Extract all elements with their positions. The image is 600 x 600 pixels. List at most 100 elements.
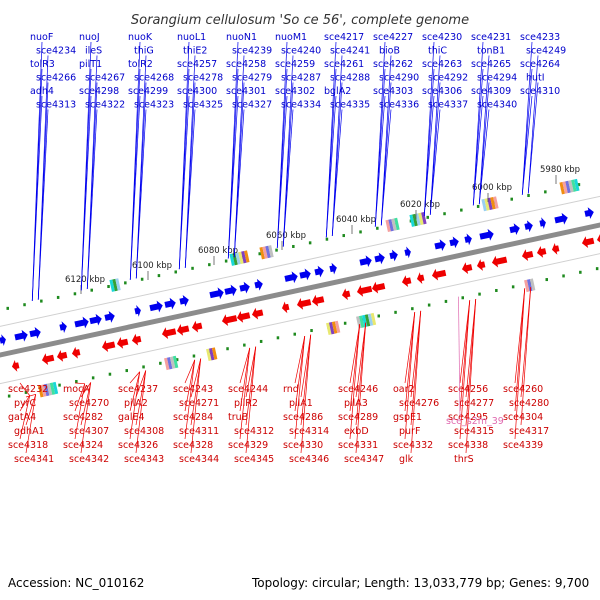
gene-label-sce4249: sce4249 bbox=[526, 46, 566, 57]
gene-label-sce4266: sce4266 bbox=[36, 73, 76, 84]
minor-tick bbox=[377, 314, 380, 318]
reverse-gene-arrow-shape bbox=[101, 340, 116, 353]
gene-label-sce4241: sce4241 bbox=[330, 46, 370, 57]
reverse-gene-arrow-shape bbox=[356, 285, 373, 297]
minor-tick bbox=[124, 281, 127, 285]
leader-line bbox=[19, 382, 31, 396]
gene-label-sce4331: sce4331 bbox=[338, 440, 378, 451]
minor-tick bbox=[259, 339, 263, 343]
minor-tick bbox=[308, 241, 312, 245]
band-edge-top bbox=[0, 195, 600, 327]
kbp-tick-label: 6080 kbp bbox=[198, 246, 238, 256]
annotation-block bbox=[481, 196, 499, 212]
annotation-block-cell bbox=[38, 385, 44, 398]
leader-line bbox=[478, 55, 490, 205]
gene-label-sce4337: sce4337 bbox=[428, 100, 468, 111]
gene-label-thiE2: thiE2 bbox=[183, 46, 207, 57]
annotation-block-cell bbox=[418, 212, 424, 225]
gene-label-sce4288: sce4288 bbox=[330, 73, 370, 84]
leader-line bbox=[245, 346, 257, 398]
forward-gene-arrow-shape bbox=[374, 252, 385, 265]
gene-label-sce4323: sce4323 bbox=[134, 100, 174, 111]
gene-label-sce4276: sce4276 bbox=[399, 398, 439, 409]
kbp-tick-label: 6100 kbp bbox=[132, 261, 172, 271]
leader-line bbox=[514, 288, 526, 384]
gene-label-bioB: bioB bbox=[379, 46, 400, 57]
minor-tick bbox=[343, 321, 347, 325]
band-edge-bottom bbox=[0, 253, 600, 385]
gene-label-sce4230: sce4230 bbox=[422, 32, 462, 43]
gene-label-sce4344: sce4344 bbox=[179, 454, 219, 465]
annotation-block-cell bbox=[421, 211, 427, 225]
annotation-block-cell bbox=[328, 321, 335, 335]
leader-line bbox=[380, 109, 392, 226]
forward-gene-arrow bbox=[329, 262, 337, 275]
annotation-block-cell bbox=[562, 181, 568, 194]
forward-gene-arrow-shape bbox=[464, 233, 472, 246]
gene-label-thrS: thrS bbox=[454, 454, 474, 465]
leader-line bbox=[74, 382, 85, 385]
gene-label-sce4239: sce4239 bbox=[232, 46, 272, 57]
annotation-block-cell bbox=[364, 314, 371, 327]
forward-gene-arrow bbox=[284, 271, 298, 284]
forward-gene-arrow-shape bbox=[74, 316, 89, 329]
leader-line bbox=[184, 359, 196, 412]
gene-label-oar2: oar2 bbox=[393, 384, 415, 395]
annotation-block-cell bbox=[361, 314, 368, 328]
gene-label-tolR2: tolR2 bbox=[128, 59, 153, 70]
gene-label-sce4327: sce4327 bbox=[232, 100, 272, 111]
forward-gene-arrow bbox=[89, 313, 102, 326]
leader-line bbox=[86, 109, 98, 290]
leader-line bbox=[135, 370, 147, 398]
reverse-gene-arrow-shape bbox=[461, 262, 473, 275]
reverse-gene-arrow bbox=[281, 301, 290, 314]
annotation-block-cell bbox=[367, 313, 374, 326]
gene-label-sce4234: sce4234 bbox=[36, 46, 76, 57]
leader-line bbox=[129, 371, 141, 440]
gene-label-sce4260: sce4260 bbox=[503, 384, 543, 395]
minor-tick bbox=[23, 303, 26, 307]
annotation-block-cell bbox=[265, 245, 271, 259]
leader-line bbox=[294, 335, 306, 412]
leader-line bbox=[349, 324, 361, 440]
leader-line bbox=[25, 394, 37, 454]
leader-line bbox=[74, 383, 86, 412]
gene-label-sce4338: sce4338 bbox=[448, 440, 488, 451]
annotation-block-cell bbox=[115, 278, 121, 291]
reverse-gene-arrow-shape bbox=[281, 301, 290, 314]
annotation-block-cell bbox=[211, 347, 218, 360]
gene-label-sce4240: sce4240 bbox=[281, 46, 321, 57]
minor-tick bbox=[125, 369, 128, 373]
reverse-gene-arrow bbox=[131, 333, 142, 346]
gene-label-sce4261: sce4261 bbox=[324, 59, 364, 70]
leader-line bbox=[190, 358, 202, 426]
annotation-block-cell bbox=[524, 279, 530, 293]
gene-label-sce4324: sce4324 bbox=[63, 440, 103, 451]
gene-label-adh4: adh4 bbox=[30, 86, 54, 97]
annotation-block-cell bbox=[568, 180, 574, 193]
gene-label-sce4259: sce4259 bbox=[275, 59, 315, 70]
minor-tick bbox=[461, 296, 464, 300]
leader-line bbox=[239, 347, 251, 440]
gene-label-sce4310: sce4310 bbox=[520, 86, 560, 97]
reverse-gene-arrow-shape bbox=[521, 249, 534, 262]
leader-line bbox=[184, 109, 196, 268]
leader-line bbox=[458, 296, 461, 417]
gene-label-sce4232: sce4232 bbox=[8, 384, 48, 395]
reverse-gene-arrow-shape bbox=[116, 337, 129, 349]
leader-line bbox=[227, 95, 239, 259]
leader-line bbox=[239, 347, 251, 412]
gene-label-sce4227: sce4227 bbox=[373, 32, 413, 43]
gene-label-sce4287: sce4287 bbox=[281, 73, 321, 84]
reverse-gene-arrow bbox=[311, 294, 325, 307]
annotation-block-cell bbox=[232, 252, 238, 266]
forward-gene-arrow-shape bbox=[29, 327, 41, 339]
forward-gene-arrow bbox=[14, 329, 28, 342]
leader-line bbox=[239, 347, 251, 384]
leader-line bbox=[349, 324, 361, 412]
reverse-gene-arrow bbox=[221, 314, 238, 327]
leader-line bbox=[80, 382, 92, 454]
forward-gene-arrow bbox=[374, 252, 385, 265]
gene-label-bglA2: bglA2 bbox=[324, 86, 351, 97]
annotation-block bbox=[229, 250, 250, 266]
